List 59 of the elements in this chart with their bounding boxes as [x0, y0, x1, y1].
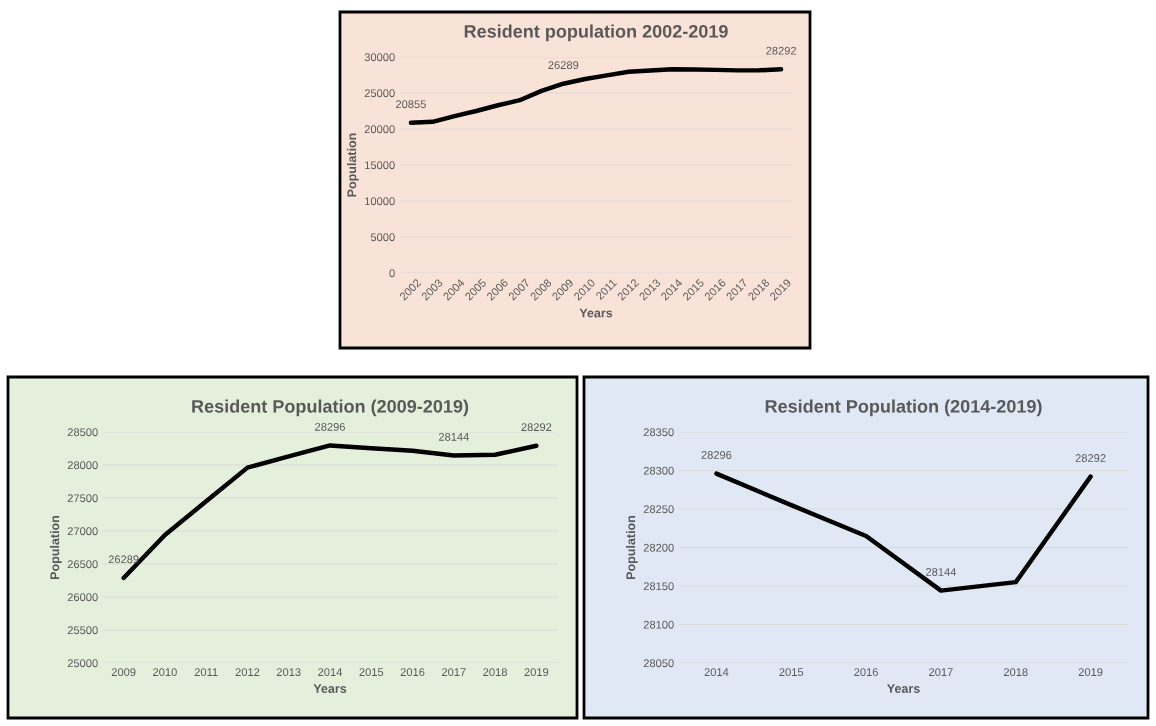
- x-tick-label: 2019: [524, 668, 549, 677]
- data-label: 28292: [521, 423, 552, 432]
- y-tick-label: 30000: [364, 53, 395, 62]
- x-tick-label: 2014: [318, 668, 343, 677]
- y-axis-title: Population: [50, 515, 62, 579]
- x-tick-label: 2018: [483, 668, 507, 677]
- y-tick-label: 10000: [365, 197, 395, 206]
- y-axis-title: Population: [626, 515, 638, 579]
- y-tick-label: 28250: [643, 505, 674, 514]
- y-tick-label: 28000: [67, 461, 98, 470]
- y-tick-label: 28050: [643, 659, 674, 668]
- x-tick-label: 2019: [1078, 668, 1103, 677]
- x-axis-title: Years: [313, 684, 347, 693]
- x-tick-label: 2016: [400, 668, 425, 677]
- y-tick-label: 28200: [643, 543, 674, 552]
- y-tick-label: 28500: [67, 428, 98, 437]
- x-tick-label: 2014: [704, 668, 729, 677]
- x-tick-label: 2018: [1003, 668, 1028, 677]
- y-tick-label: 27000: [67, 527, 98, 536]
- chart-title: Resident population 2002-2019: [464, 24, 728, 42]
- x-tick-label: 2016: [854, 668, 878, 677]
- chart-title: Resident Population (2014-2019): [765, 399, 1042, 417]
- y-tick-label: 28150: [643, 582, 674, 591]
- data-label: 26289: [548, 61, 579, 70]
- data-label: 28296: [701, 451, 732, 459]
- data-label: 28296: [315, 422, 345, 431]
- data-label: 28144: [926, 568, 957, 576]
- x-tick-label: 2015: [779, 668, 804, 677]
- x-tick-label: 2012: [235, 668, 260, 677]
- y-tick-label: 27500: [67, 494, 98, 503]
- x-axis-title: Years: [579, 308, 613, 318]
- x-tick-label: 2009: [111, 668, 136, 677]
- data-label: 28292: [1075, 454, 1106, 462]
- y-tick-label: 26500: [67, 560, 98, 569]
- y-tick-label: 26000: [67, 593, 98, 602]
- data-label: 28292: [766, 46, 796, 55]
- x-tick-label: 2017: [929, 668, 953, 677]
- y-tick-label: 28100: [643, 620, 674, 629]
- x-tick-label: 2015: [359, 668, 384, 677]
- x-tick-label: 2011: [194, 668, 218, 677]
- line-series: [714, 471, 1093, 593]
- y-tick-label: 28350: [643, 428, 674, 437]
- x-tick-label: 2017: [442, 668, 466, 677]
- y-tick-label: 25000: [364, 89, 395, 98]
- y-tick-label: 15000: [365, 161, 395, 170]
- data-label: 28144: [438, 432, 469, 441]
- y-tick-label: 20000: [364, 125, 395, 134]
- x-tick-label: 2013: [276, 668, 301, 677]
- data-label: 26289: [108, 555, 139, 564]
- y-axis-title: Population: [347, 133, 359, 197]
- y-tick-label: 0: [389, 269, 395, 278]
- x-tick-label: 2010: [153, 668, 177, 677]
- chart-title: Resident Population (2009-2019): [192, 399, 469, 417]
- y-tick-label: 28300: [643, 466, 674, 475]
- data-label: 20855: [396, 100, 426, 109]
- y-tick-label: 5000: [370, 233, 395, 242]
- y-tick-label: 25500: [67, 626, 98, 635]
- x-axis-title: Years: [887, 684, 920, 693]
- y-tick-label: 25000: [67, 659, 98, 668]
